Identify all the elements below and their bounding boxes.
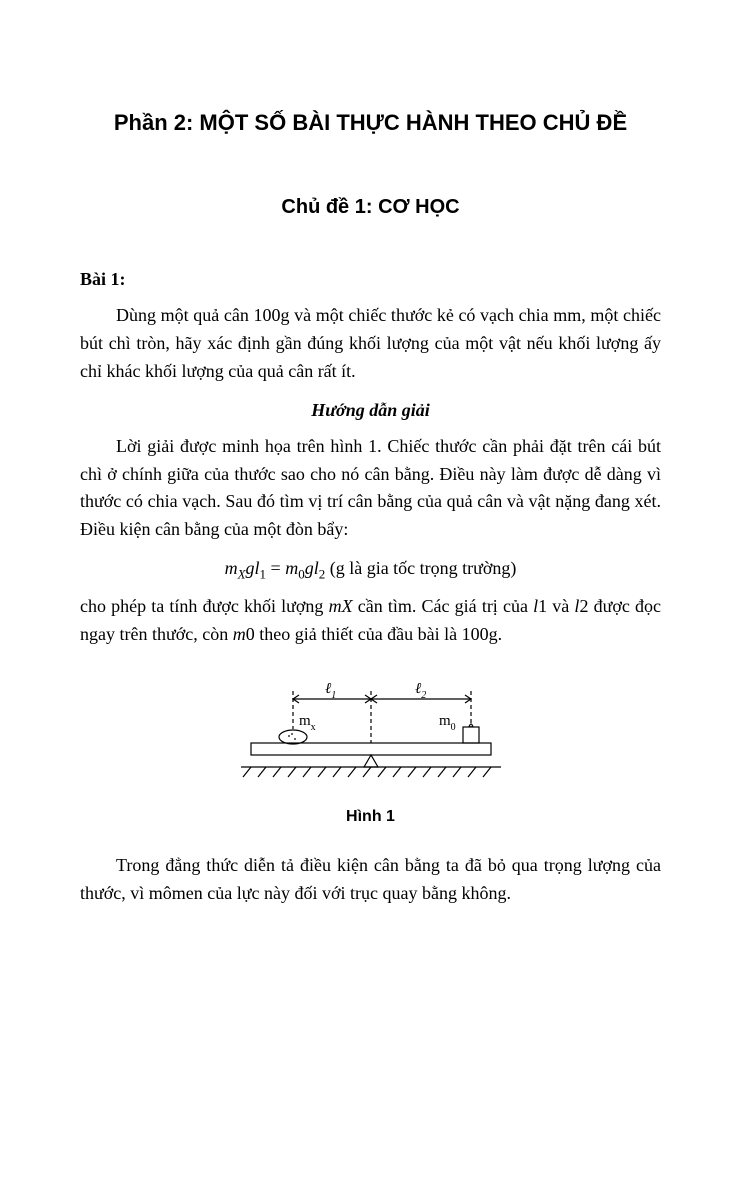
eq-mx-sub: X [238,567,246,582]
p3a: cho phép ta tính được khối lượng [80,596,329,616]
eq-note: (g là gia tốc trọng trường) [325,558,516,578]
p3b: cần tìm. Các giá trị của [353,596,534,616]
eq-g1: g [246,558,255,578]
problem-statement: Dùng một quả cân 100g và một chiếc thước… [80,302,661,386]
solution-p3: Trong đẳng thức diễn tả điều kiện cân bằ… [80,852,661,908]
p3-l1-sub: 1 [538,596,547,616]
eq-mx: m [225,558,238,578]
eq-g2: g [305,558,314,578]
page: Phần 2: MỘT SỐ BÀI THỰC HÀNH THEO CHỦ ĐỀ… [0,0,731,980]
figure-1-svg: ℓ1 ℓ2 mx m0 [221,673,521,793]
p3-mx-sub: X [342,596,353,616]
p3-m0: m [233,624,246,644]
fig-mx-label: mx [299,713,316,733]
solution-heading: Hướng dẫn giải [80,400,661,421]
chapter-title: Chủ đề 1: CƠ HỌC [80,196,661,219]
solution-p1: Lời giải được minh họa trên hình 1. Chiế… [80,433,661,545]
eq-m0: m [285,558,298,578]
p3e: theo giả thiết của đầu bài là 100g. [255,624,502,644]
figure-caption: Hình 1 [80,808,661,826]
eq-equals: = [266,558,285,578]
p3c: và [547,596,574,616]
solution-p2: cho phép ta tính được khối lượng mX cần … [80,593,661,649]
equation: mXgl1 = m0gl2 (g là gia tốc trọng trường… [80,558,661,579]
section-label: Bài 1: [80,269,661,290]
p3-mx: m [329,596,342,616]
fig-l1-label: ℓ1 [325,681,336,701]
figure-1: ℓ1 ℓ2 mx m0 [80,673,661,798]
p3-m0-sub: 0 [246,624,255,644]
part-title: Phần 2: MỘT SỐ BÀI THỰC HÀNH THEO CHỦ ĐỀ [80,110,661,136]
fig-l2-label: ℓ2 [415,681,426,701]
fig-m0-label: m0 [439,713,456,733]
